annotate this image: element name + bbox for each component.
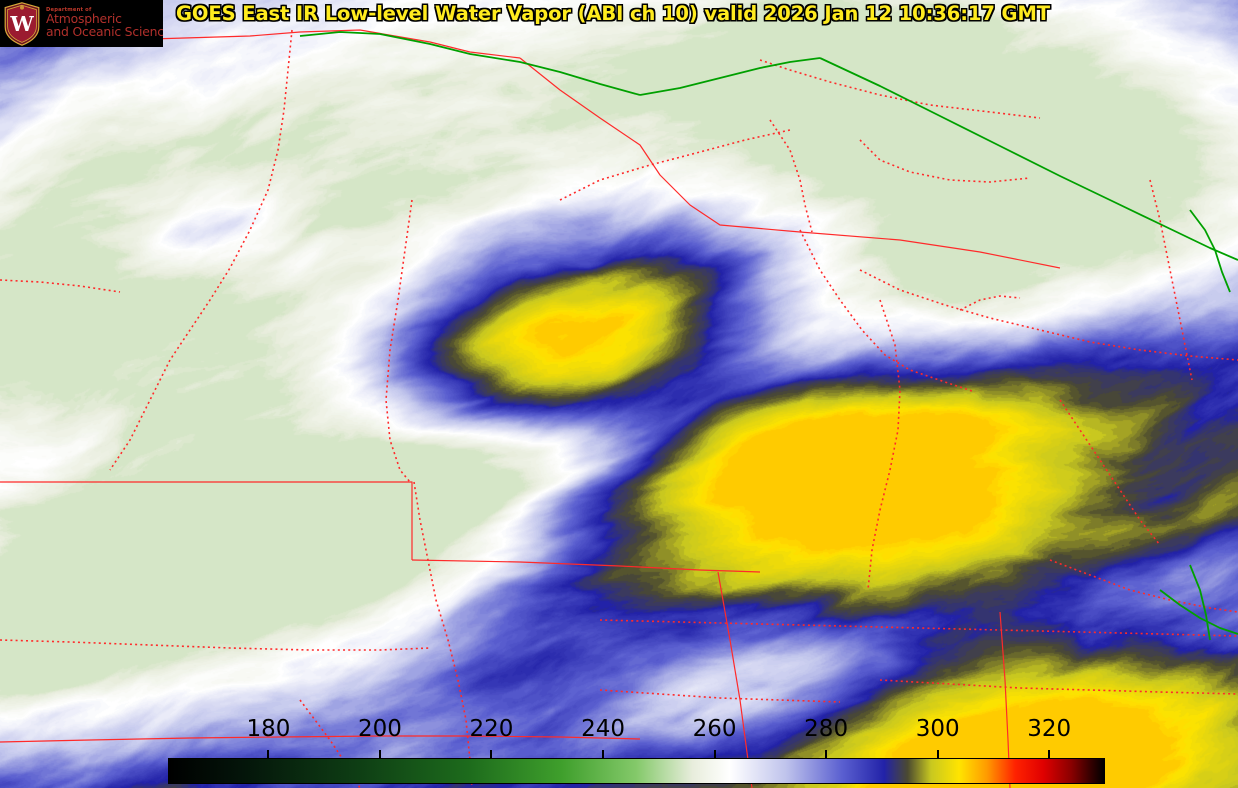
colorbar-tick-260 <box>713 750 716 759</box>
colorbar-gradient-fill <box>169 759 1104 783</box>
colorbar-label-260: 260 <box>692 716 737 742</box>
colorbar-tick-280 <box>825 750 828 759</box>
colorbar-tick-marks <box>0 750 1238 759</box>
logo-line-2: and Oceanic Sciences <box>46 24 163 40</box>
colorbar-tick-220 <box>490 750 493 759</box>
colorbar-label-240: 240 <box>581 716 625 742</box>
product-title: GOES East IR Low-level Water Vapor (ABI … <box>176 2 1050 25</box>
colorbar-label-280: 280 <box>804 716 849 742</box>
svg-text:W: W <box>9 10 34 35</box>
logo-line-1: Atmospheric <box>46 11 122 27</box>
colorbar-tick-240 <box>602 750 605 759</box>
colorbar-label-200: 200 <box>357 716 402 742</box>
colorbar-tick-300 <box>936 750 939 759</box>
logo-text-block: Department of Atmospheric and Oceanic Sc… <box>46 6 163 40</box>
colorbar-label-220: 220 <box>469 716 514 742</box>
uw-aos-logo-plate: W Department of Atmospheric and Oceanic … <box>0 0 163 47</box>
colorbar-label-320: 320 <box>1027 716 1072 742</box>
uw-crest-icon: W <box>4 1 40 46</box>
colorbar-tick-180 <box>267 750 270 759</box>
colorbar-tick-320 <box>1048 750 1051 759</box>
logo-department-line: Department of <box>46 6 92 13</box>
colorbar-group: 180 200 220 240 260 280 300 320 <box>0 716 1238 788</box>
colorbar-gradient-bar <box>168 758 1105 784</box>
colorbar-label-300: 300 <box>915 716 960 742</box>
colorbar-tick-200 <box>378 750 381 759</box>
colorbar-label-180: 180 <box>246 716 291 742</box>
